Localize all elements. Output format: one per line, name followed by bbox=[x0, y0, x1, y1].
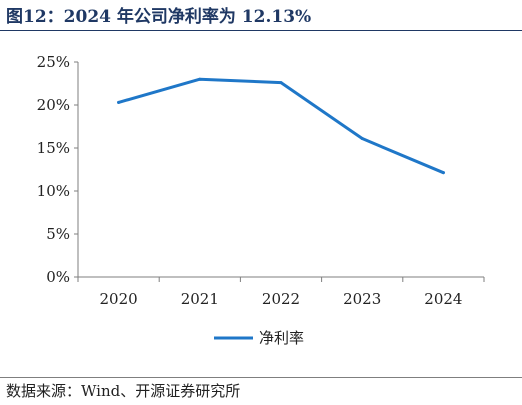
y-tick-label: 0% bbox=[46, 268, 70, 286]
x-tick-label: 2021 bbox=[181, 290, 219, 308]
line-chart: 0% 5% 10% 15% 20% 25% 2020 2021 2022 2023 2024 净利… bbox=[37, 53, 485, 347]
y-tick-label: 10% bbox=[37, 182, 70, 200]
x-tick-label: 2020 bbox=[100, 290, 138, 308]
y-tick-label: 25% bbox=[37, 53, 70, 71]
x-tick-label: 2023 bbox=[343, 290, 381, 308]
x-axis-ticks: 2020 2021 2022 2023 2024 bbox=[77, 277, 485, 308]
series-layer bbox=[117, 77, 445, 175]
legend-label: 净利率 bbox=[259, 329, 304, 347]
data-point bbox=[360, 137, 364, 141]
y-tick-label: 5% bbox=[46, 225, 70, 243]
footer-divider bbox=[0, 377, 522, 378]
title-divider bbox=[0, 30, 522, 31]
data-point bbox=[279, 81, 283, 85]
data-point bbox=[198, 77, 202, 81]
source-note: 数据来源：Wind、开源证券研究所 bbox=[6, 382, 241, 400]
chart-axes bbox=[77, 62, 484, 278]
figure-title: 图12：2024 年公司净利率为 12.13% bbox=[6, 7, 312, 27]
x-tick-label: 2024 bbox=[424, 290, 462, 308]
y-tick-label: 15% bbox=[37, 139, 70, 157]
x-tick-label: 2022 bbox=[262, 290, 300, 308]
data-point bbox=[441, 171, 445, 175]
legend: 净利率 bbox=[214, 329, 304, 347]
series-line bbox=[117, 77, 445, 175]
y-axis-ticks: 0% 5% 10% 15% 20% 25% bbox=[37, 53, 78, 286]
y-tick-label: 20% bbox=[37, 96, 70, 114]
data-point bbox=[117, 100, 121, 104]
